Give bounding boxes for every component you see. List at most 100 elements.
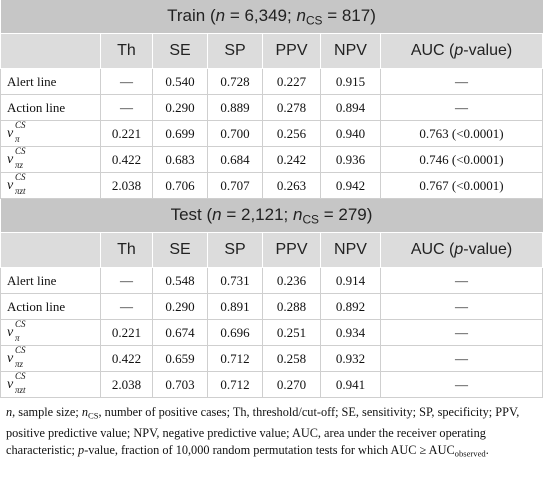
row-label: Action line xyxy=(0,293,101,320)
cell: — xyxy=(100,267,153,294)
data-row: Alert line —0.548 0.731 0.236 0.914— xyxy=(0,267,543,294)
cell: 0.767 (<0.0001) xyxy=(380,172,543,199)
symbol: ν xyxy=(7,351,14,366)
header-segment: p xyxy=(454,241,464,258)
header-cell: AUC (p-value) xyxy=(380,232,543,268)
header-segment: p xyxy=(454,42,464,59)
cell: 0.290 xyxy=(152,293,208,320)
cell: 0.700 xyxy=(207,120,263,147)
row-label: ν CS πz xyxy=(0,146,101,173)
cell: 0.706 xyxy=(152,172,208,199)
cell: 0.712 xyxy=(207,345,263,372)
cell: 0.683 xyxy=(152,146,208,173)
cell: 0.227 xyxy=(262,68,321,95)
cell: — xyxy=(380,319,543,346)
footnote-segment: n xyxy=(81,405,88,419)
title-segment: CS xyxy=(302,212,319,227)
cell: 0.270 xyxy=(262,371,321,398)
symbol: ν xyxy=(7,377,14,392)
data-row: Action line —0.290 0.891 0.288 0.892— xyxy=(0,293,543,320)
header-cell xyxy=(0,33,101,69)
superscript: CS xyxy=(15,345,26,355)
title-segment: n xyxy=(293,204,303,224)
superscript: CS xyxy=(15,319,26,329)
cell: 0.221 xyxy=(100,319,153,346)
data-row: Action line —0.290 0.889 0.278 0.894— xyxy=(0,94,543,121)
cell: 0.258 xyxy=(262,345,321,372)
cell: 0.288 xyxy=(262,293,321,320)
cell: 0.674 xyxy=(152,319,208,346)
nu-symbol: ν CS πz xyxy=(7,345,26,369)
row-label: ν CS πzt xyxy=(0,371,101,398)
header-cell: SE xyxy=(152,33,208,69)
cell: 0.942 xyxy=(320,172,381,199)
row-label: ν CS π xyxy=(0,319,101,346)
cell: — xyxy=(380,68,543,95)
subscript: πzt xyxy=(15,186,26,196)
footnote-segment: CS xyxy=(87,410,99,421)
symbol: ν xyxy=(7,178,14,193)
footnote: n, sample size; nCS, number of positive … xyxy=(0,398,543,462)
header-cell: AUC (p-value) xyxy=(380,33,543,69)
cell: 0.263 xyxy=(262,172,321,199)
title-segment: Test ( xyxy=(170,204,213,224)
header-cell: PPV xyxy=(262,232,321,268)
cell: 0.684 xyxy=(207,146,263,173)
cell: 0.712 xyxy=(207,371,263,398)
footnote-segment: observed xyxy=(454,448,486,459)
title-segment: = 817) xyxy=(322,5,376,25)
cell: 0.699 xyxy=(152,120,208,147)
title-segment: Train ( xyxy=(167,5,216,25)
header-cell: PPV xyxy=(262,33,321,69)
symbol: ν xyxy=(7,325,14,340)
footnote-segment: n xyxy=(6,405,13,419)
cell: 0.256 xyxy=(262,120,321,147)
cell: 0.221 xyxy=(100,120,153,147)
subscript: π xyxy=(15,134,20,144)
cell: 2.038 xyxy=(100,172,153,199)
superscript: CS xyxy=(15,172,26,182)
header-segment: AUC ( xyxy=(410,241,455,258)
header-cell xyxy=(0,232,101,268)
row-label: ν CS πzt xyxy=(0,172,101,199)
cell: 0.540 xyxy=(152,68,208,95)
symbol: ν xyxy=(7,126,14,141)
cell: 0.707 xyxy=(207,172,263,199)
cell: 0.251 xyxy=(262,319,321,346)
cell: 0.548 xyxy=(152,267,208,294)
section-title: Train (n = 6,349; nCS = 817) xyxy=(0,0,543,34)
cell: 0.914 xyxy=(320,267,381,294)
title-segment: n xyxy=(215,5,226,25)
header-cell: SP xyxy=(207,33,263,69)
data-row: ν CS πzt 2.038 0.706 0.707 0.263 0.942 0.767 (<0… xyxy=(0,172,543,199)
cell: 0.892 xyxy=(320,293,381,320)
subscript: πz xyxy=(15,359,24,369)
cell: 0.703 xyxy=(152,371,208,398)
header-row: Th SE SP PPV NPV AUC (p-value) xyxy=(0,33,543,69)
cell: — xyxy=(100,293,153,320)
cell: 0.934 xyxy=(320,319,381,346)
header-segment: -value) xyxy=(463,42,513,59)
row-label: Alert line xyxy=(0,68,101,95)
header-cell: NPV xyxy=(320,232,381,268)
superscript: CS xyxy=(15,120,26,130)
cell: 0.746 (<0.0001) xyxy=(380,146,543,173)
nu-symbol: ν CS π xyxy=(7,319,26,343)
cell: 0.731 xyxy=(207,267,263,294)
header-segment: -value) xyxy=(463,241,513,258)
title-segment: n xyxy=(296,5,306,25)
superscript: CS xyxy=(15,146,26,156)
row-label: ν CS π xyxy=(0,120,101,147)
superscript: CS xyxy=(15,371,26,381)
results-table: Train (n = 6,349; nCS = 817) Th SE SP PPV NPV… xyxy=(0,0,543,398)
cell: 0.242 xyxy=(262,146,321,173)
section-title-row: Test (n = 2,121; nCS = 279) xyxy=(0,198,543,233)
cell: 0.422 xyxy=(100,146,153,173)
cell: 0.940 xyxy=(320,120,381,147)
nu-symbol: ν CS πz xyxy=(7,146,26,170)
cell: 0.891 xyxy=(207,293,263,320)
footnote-segment: , sample size; xyxy=(12,405,82,419)
row-label: Action line xyxy=(0,94,101,121)
cell: — xyxy=(380,345,543,372)
